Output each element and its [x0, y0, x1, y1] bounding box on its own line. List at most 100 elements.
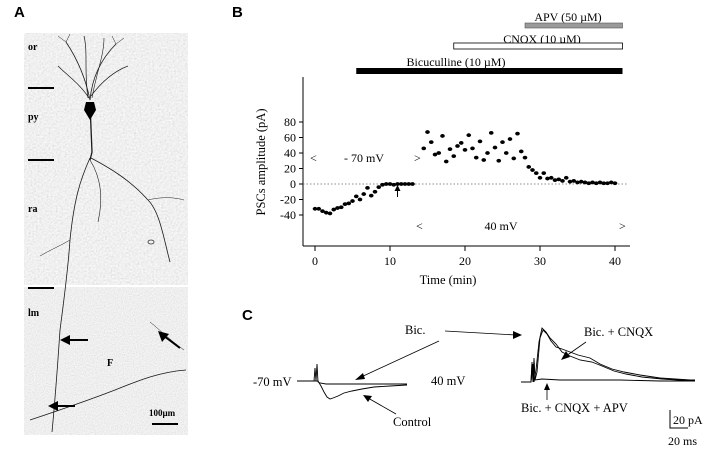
- data-point: [470, 146, 475, 151]
- trace-bic-cnqx-2: [521, 327, 696, 383]
- pointer-head: [355, 373, 365, 380]
- trace-scale-bar: [669, 410, 688, 429]
- scale-bar-label: 100µm: [149, 408, 176, 418]
- pointer-bic-left: [358, 340, 440, 379]
- data-point: [477, 139, 483, 144]
- trace-bic-cnqx-apv: [521, 359, 695, 383]
- traces-neg70: [297, 363, 408, 400]
- data-point: [515, 131, 520, 136]
- holding-voltage-left: -70 mV: [253, 375, 292, 389]
- axon-arrow: [48, 401, 75, 411]
- data-point: [511, 156, 517, 161]
- data-point: [432, 152, 438, 157]
- bracket-left: <: [416, 219, 423, 233]
- drug-label-cnqx: CNQX (10 µM): [503, 32, 581, 46]
- data-point: [530, 168, 535, 172]
- pointer-bic-cnqx: [565, 341, 587, 357]
- pointer-head: [363, 395, 372, 402]
- data-point: [575, 180, 580, 185]
- data-point: [421, 146, 427, 151]
- x-tick-label: 40: [609, 254, 621, 268]
- data-point: [605, 181, 610, 186]
- panel-b-letter: B: [232, 4, 243, 21]
- label-bic: Bic.: [405, 323, 425, 337]
- label-control: Control: [393, 415, 432, 429]
- traces-40: [521, 327, 696, 383]
- data-point: [406, 182, 412, 186]
- y-tick-label: 60: [284, 131, 296, 145]
- data-point: [357, 197, 363, 202]
- x-tick-label: 30: [534, 254, 546, 268]
- y-tick-label: 40: [284, 146, 296, 160]
- data-point: [563, 175, 569, 180]
- data-point: [342, 202, 348, 207]
- data-point: [548, 175, 554, 180]
- panel-a-letter: A: [14, 4, 25, 21]
- data-point: [335, 206, 340, 210]
- data-point: [361, 192, 367, 196]
- drug-bar-apv: [524, 22, 623, 29]
- data-point: [518, 149, 524, 154]
- y-tick-label: 80: [284, 115, 296, 129]
- data-point: [522, 155, 528, 160]
- layer-label-lm: lm: [28, 308, 40, 319]
- drug-bar-cnqx: [453, 42, 623, 50]
- x-tick-label: 10: [384, 254, 396, 268]
- data-point: [320, 209, 325, 214]
- data-point: [323, 210, 329, 215]
- y-tick-label: -40: [280, 208, 296, 222]
- x-tick-label: 20: [459, 254, 471, 268]
- small-cell: [147, 239, 155, 245]
- layer-label-ra: ra: [28, 204, 37, 215]
- y-tick-label: 0: [290, 177, 296, 191]
- trace-control: [297, 380, 408, 400]
- panel-c: C -70 mV 40 mV Bic. Control Bic. + CNQX …: [242, 307, 703, 448]
- data-point: [391, 182, 397, 187]
- sample-time-arrow: [394, 184, 401, 197]
- data-point: [346, 201, 352, 206]
- drug-bar-bicuculline: [356, 68, 623, 74]
- pointer-head: [544, 383, 550, 390]
- data-point: [383, 182, 389, 186]
- scale-label-pa: 20 pA: [673, 413, 703, 427]
- data-point: [582, 180, 588, 185]
- pointer-head: [513, 331, 522, 339]
- data-point: [436, 151, 442, 155]
- data-point: [578, 179, 584, 184]
- data-point: [533, 171, 539, 176]
- label-bic-cnqx: Bic. + CNQX: [584, 325, 653, 339]
- x-ticks: 0 10 20 30 40: [312, 246, 621, 268]
- data-point: [597, 180, 603, 185]
- data-point: [473, 155, 479, 160]
- label-bic-cnqx-apv: Bic. + CNQX + APV: [521, 401, 628, 415]
- data-point: [552, 178, 558, 183]
- panel-c-letter: C: [242, 307, 253, 324]
- data-point: [387, 182, 393, 186]
- drug-bars: APV (50 µM) CNQX (10 µM) Bicuculline (10…: [356, 10, 623, 74]
- data-point: [458, 141, 464, 145]
- pointer-control: [367, 397, 397, 415]
- panel-b: B APV (50 µM) CNQX (10 µM) Bicuculline (…: [232, 4, 630, 287]
- data-point: [593, 181, 599, 186]
- data-point: [526, 165, 532, 169]
- data-point: [327, 211, 333, 216]
- voltage-label-40: 40 mV: [485, 219, 518, 233]
- data-point: [338, 205, 344, 210]
- holding-voltage-right: 40 mV: [431, 374, 465, 388]
- data-point: [353, 194, 359, 199]
- axon-arrow: [60, 335, 88, 345]
- data-point: [541, 171, 547, 176]
- layer-label-or: or: [28, 42, 38, 53]
- data-point: [537, 175, 543, 180]
- data-point: [612, 181, 618, 186]
- bracket-right: >: [414, 151, 421, 165]
- data-point: [425, 130, 430, 134]
- x-tick-label: 0: [312, 254, 318, 268]
- data-point: [496, 158, 502, 163]
- data-point: [466, 133, 472, 138]
- axon-arrow: [158, 331, 181, 349]
- drug-label-apv: APV (50 µM): [534, 10, 601, 24]
- data-point: [500, 140, 505, 145]
- data-point: [447, 147, 453, 152]
